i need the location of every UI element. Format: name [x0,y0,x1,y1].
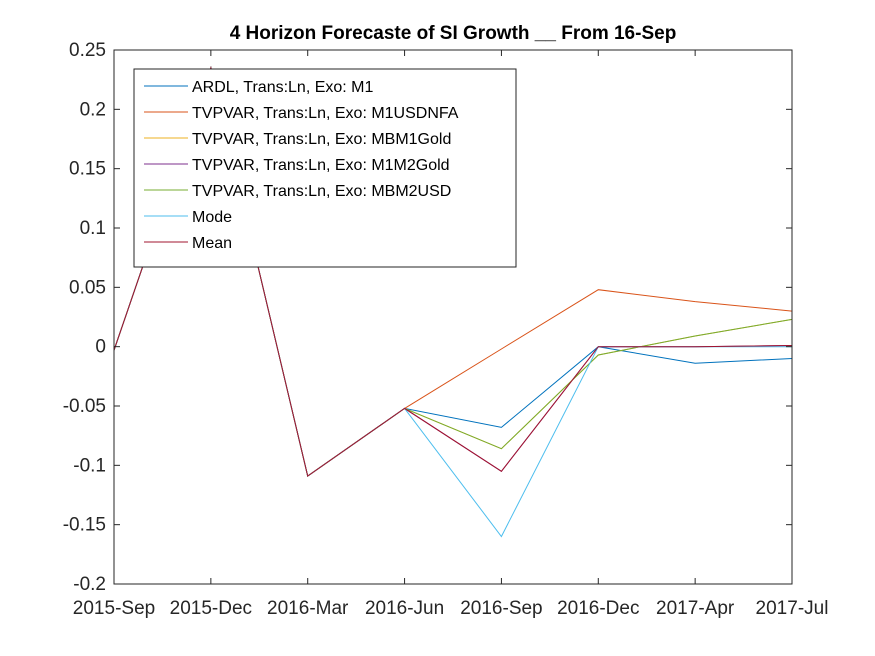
x-tick-label: 2016-Sep [460,598,542,619]
legend-entry-label: Mode [192,209,232,226]
y-tick-label: 0 [95,337,106,358]
y-tick-label: -0.2 [73,574,106,595]
x-tick-label: 2016-Mar [267,598,349,619]
x-tick-label: 2017-Apr [656,598,735,619]
chart-title: 4 Horizon Forecaste of SI Growth __ From… [230,23,677,44]
x-tick-label: 2016-Dec [557,598,639,619]
y-tick-label: 0.25 [69,40,106,61]
legend-entry-label: TVPVAR, Trans:Ln, Exo: M1M2Gold [192,157,450,174]
y-tick-label: 0.1 [80,218,106,239]
legend-entry-label: TVPVAR, Trans:Ln, Exo: MBM1Gold [192,131,451,148]
legend-box [133,68,517,268]
y-tick-label: 0.15 [69,159,106,180]
x-tick-label: 2015-Dec [170,598,252,619]
legend-entry-label: ARDL, Trans:Ln, Exo: M1 [192,79,374,96]
legend-entry-label: TVPVAR, Trans:Ln, Exo: MBM2USD [192,183,451,200]
y-tick-label: 0.05 [69,277,106,298]
x-tick-label: 2017-Jul [756,598,829,619]
y-tick-label: -0.1 [73,455,106,476]
y-tick-label: -0.05 [63,396,106,417]
x-tick-label: 2016-Jun [365,598,444,619]
y-tick-label: 0.2 [80,99,106,120]
y-tick-label: -0.15 [63,515,106,536]
axes-box [113,49,793,585]
x-tick-label: 2015-Sep [73,598,155,619]
legend: ARDL, Trans:Ln, Exo: M1 TVPVAR, Trans:Ln,… [133,68,517,268]
axes: -0.2 -0.15 -0.1 -0.05 0 0.05 0.1 0.15 0.2 0.25 201… [63,40,829,619]
legend-entry-label: Mean [192,235,232,252]
legend-entry-label: TVPVAR, Trans:Ln, Exo: M1USDNFA [192,105,459,122]
